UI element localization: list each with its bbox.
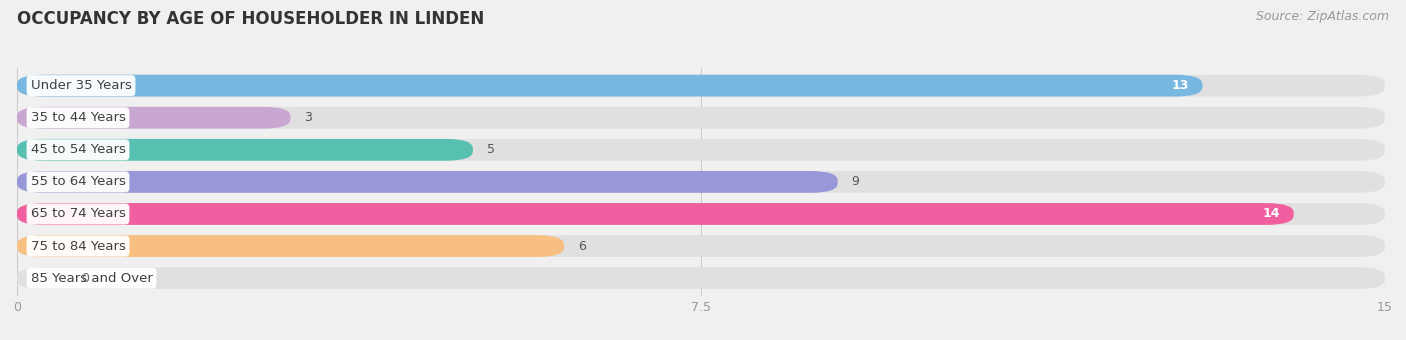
FancyBboxPatch shape <box>17 267 1385 289</box>
FancyBboxPatch shape <box>17 107 291 129</box>
Text: 9: 9 <box>852 175 859 188</box>
FancyBboxPatch shape <box>17 75 1385 97</box>
Text: Under 35 Years: Under 35 Years <box>31 79 131 92</box>
Text: 65 to 74 Years: 65 to 74 Years <box>31 207 125 220</box>
Text: 0: 0 <box>80 272 89 285</box>
Text: 6: 6 <box>578 240 586 253</box>
Text: 85 Years and Over: 85 Years and Over <box>31 272 152 285</box>
Text: 13: 13 <box>1171 79 1189 92</box>
FancyBboxPatch shape <box>17 107 1385 129</box>
Text: 5: 5 <box>486 143 495 156</box>
FancyBboxPatch shape <box>17 75 1202 97</box>
Text: 14: 14 <box>1263 207 1279 220</box>
FancyBboxPatch shape <box>17 171 1385 193</box>
FancyBboxPatch shape <box>17 139 472 161</box>
Text: 35 to 44 Years: 35 to 44 Years <box>31 111 125 124</box>
FancyBboxPatch shape <box>17 235 564 257</box>
Text: 3: 3 <box>304 111 312 124</box>
FancyBboxPatch shape <box>17 203 1294 225</box>
Text: 45 to 54 Years: 45 to 54 Years <box>31 143 125 156</box>
FancyBboxPatch shape <box>17 235 1385 257</box>
Text: 55 to 64 Years: 55 to 64 Years <box>31 175 125 188</box>
Text: Source: ZipAtlas.com: Source: ZipAtlas.com <box>1256 10 1389 23</box>
Text: 75 to 84 Years: 75 to 84 Years <box>31 240 125 253</box>
FancyBboxPatch shape <box>17 203 1385 225</box>
FancyBboxPatch shape <box>17 171 838 193</box>
Text: OCCUPANCY BY AGE OF HOUSEHOLDER IN LINDEN: OCCUPANCY BY AGE OF HOUSEHOLDER IN LINDE… <box>17 10 484 28</box>
FancyBboxPatch shape <box>17 139 1385 161</box>
